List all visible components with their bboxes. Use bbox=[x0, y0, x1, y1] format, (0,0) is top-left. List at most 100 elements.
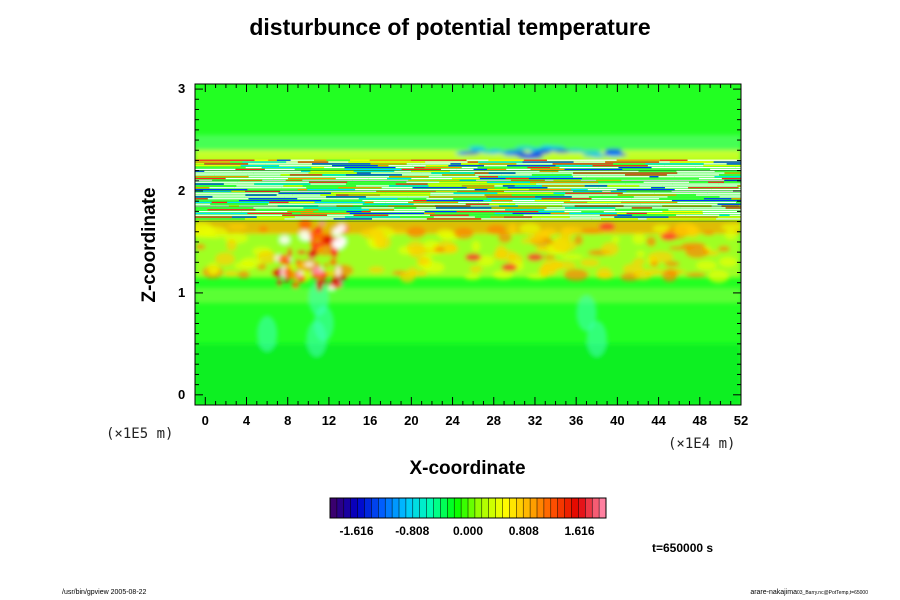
time-label: t=650000 s bbox=[652, 541, 714, 555]
stripe-segment bbox=[563, 190, 574, 193]
stripe-segment bbox=[310, 170, 354, 172]
stripe-segment bbox=[564, 194, 603, 196]
stripe-segment bbox=[361, 207, 395, 209]
stripe-segment bbox=[345, 183, 396, 185]
stripe-segment bbox=[607, 185, 640, 187]
warm-blob bbox=[708, 269, 730, 283]
stripe-segment bbox=[362, 199, 414, 202]
x-tick-label: 8 bbox=[284, 413, 292, 428]
stripe-segment bbox=[676, 170, 715, 172]
stripe-segment bbox=[668, 216, 718, 218]
stripe-segment bbox=[376, 190, 436, 193]
x-tick-label: 36 bbox=[568, 413, 584, 428]
stripe-segment bbox=[326, 196, 366, 198]
stripe-segment bbox=[322, 174, 346, 176]
stripe-segment bbox=[649, 176, 659, 178]
stripe-segment bbox=[617, 214, 633, 216]
stripe-segment bbox=[347, 181, 407, 183]
stripe-segment bbox=[581, 177, 620, 180]
blue-trough bbox=[512, 152, 531, 157]
stripe-segment bbox=[550, 166, 560, 169]
colorbar-swatch bbox=[350, 498, 358, 518]
stripe-segment bbox=[416, 207, 436, 209]
stripe-segment bbox=[672, 183, 719, 185]
stripe-segment bbox=[241, 210, 288, 213]
stripe-segment bbox=[244, 218, 285, 220]
stripe-segment bbox=[394, 207, 417, 209]
stripe-segment bbox=[356, 172, 371, 174]
turbulent-blob bbox=[284, 276, 289, 284]
stripe-segment bbox=[279, 165, 332, 167]
turbulent-blob bbox=[316, 279, 323, 292]
stripe-segment bbox=[651, 166, 696, 169]
stripe-segment bbox=[662, 185, 708, 187]
stripe-segment bbox=[702, 210, 741, 213]
stripe-segment bbox=[461, 163, 479, 165]
warm-blob bbox=[469, 265, 483, 274]
colorbar-swatch bbox=[516, 498, 524, 518]
x-tick-label: 20 bbox=[404, 413, 419, 428]
stripe-segment bbox=[456, 168, 474, 171]
stripe-segment bbox=[227, 201, 270, 204]
stripe-segment bbox=[573, 190, 603, 193]
stripe-segment bbox=[319, 203, 363, 205]
stripe-segment bbox=[494, 212, 513, 215]
stripe-segment bbox=[530, 168, 565, 171]
stripe-segment bbox=[713, 161, 741, 163]
stripe-segment bbox=[308, 172, 357, 174]
stripe-segment bbox=[303, 207, 362, 209]
stripe-segment bbox=[504, 216, 533, 218]
stripe-segment bbox=[665, 201, 678, 204]
stripe-segment bbox=[484, 165, 508, 167]
stripe-segment bbox=[474, 188, 488, 191]
stripe-segment bbox=[368, 177, 388, 180]
stripe-segment bbox=[489, 203, 516, 205]
turbulent-blob bbox=[329, 258, 338, 266]
turbulent-blob bbox=[336, 266, 341, 278]
footer-right-text: arare-nakajima03_Barry.nc@PotTemp,t=6500… bbox=[750, 589, 868, 596]
stripe-segment bbox=[387, 177, 412, 180]
stripe-segment bbox=[497, 176, 521, 178]
stripe-segment bbox=[262, 179, 286, 182]
warm-blob bbox=[611, 236, 620, 243]
stripe-segment bbox=[530, 181, 575, 183]
stripe-segment bbox=[478, 176, 498, 178]
stripe-segment bbox=[487, 188, 530, 191]
stripe-segment bbox=[385, 192, 431, 194]
stripe-segment bbox=[236, 185, 284, 187]
stripe-segment bbox=[486, 196, 536, 198]
turbulent-blob bbox=[314, 226, 323, 234]
colorbar-swatch bbox=[378, 498, 386, 518]
stripe-segment bbox=[453, 192, 498, 194]
stripe-segment bbox=[605, 161, 660, 163]
stripe-segment bbox=[242, 170, 302, 172]
stripe-segment bbox=[281, 187, 307, 189]
stripe-segment bbox=[280, 190, 325, 193]
stripe-segment bbox=[602, 194, 618, 196]
colorbar-swatch bbox=[343, 498, 351, 518]
stripe-segment bbox=[515, 172, 553, 174]
stripe-segment bbox=[739, 165, 741, 167]
stripe-segment bbox=[632, 214, 677, 216]
stripe-segment bbox=[571, 196, 589, 198]
stripe-segment bbox=[571, 188, 588, 191]
stripe-segment bbox=[331, 192, 386, 194]
stripe-segment bbox=[289, 174, 323, 176]
stripe-segment bbox=[365, 196, 408, 198]
stripe-segment bbox=[420, 163, 451, 165]
warm-blob bbox=[695, 260, 717, 271]
stripe-segment bbox=[248, 198, 298, 200]
stripe-segment bbox=[394, 170, 411, 172]
stripe-segment bbox=[195, 166, 246, 169]
stripe-segment bbox=[461, 166, 478, 169]
stripe-segment bbox=[421, 172, 432, 174]
warm-blob bbox=[650, 260, 659, 267]
stripe-segment bbox=[297, 198, 337, 200]
warm-blob bbox=[636, 250, 645, 257]
stripe-segment bbox=[204, 163, 249, 165]
stripe-segment bbox=[313, 159, 327, 161]
stripe-segment bbox=[195, 216, 232, 218]
stripe-segment bbox=[379, 194, 431, 196]
stripe-segment bbox=[223, 212, 248, 215]
stripe-segment bbox=[487, 198, 542, 200]
